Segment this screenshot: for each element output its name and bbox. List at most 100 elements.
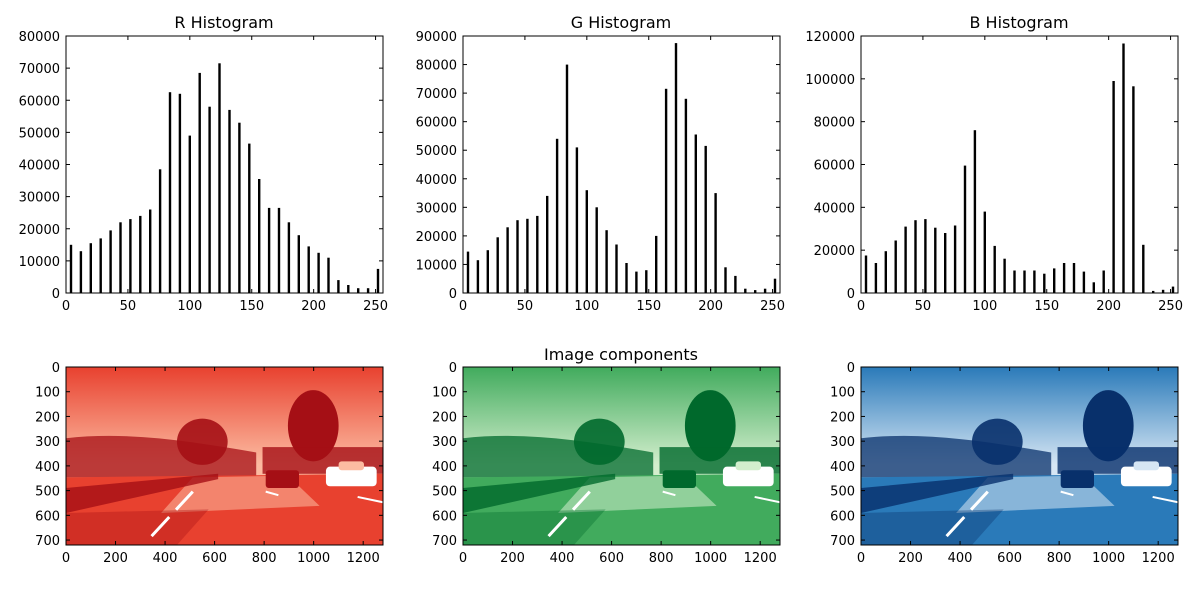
r-img-y-tick-label: 300 bbox=[35, 435, 60, 450]
b-hist-bar bbox=[1043, 273, 1046, 293]
g-hist-bar bbox=[714, 193, 717, 293]
r-img-shadow bbox=[66, 509, 209, 545]
g-histogram-title: G Histogram bbox=[571, 13, 671, 32]
g-hist-bar bbox=[773, 278, 777, 293]
b-hist-x-tick-label: 50 bbox=[915, 299, 932, 314]
b-hist-bar bbox=[1013, 270, 1016, 293]
r-hist-y-tick-label: 0 bbox=[52, 287, 60, 302]
g-hist-bar bbox=[595, 207, 598, 293]
g-img-lane-right-2 bbox=[754, 495, 780, 504]
b-hist-y-tick-label: 120000 bbox=[805, 30, 855, 45]
r-hist-y-tick-label: 40000 bbox=[19, 159, 60, 174]
b-hist-bar bbox=[983, 211, 986, 293]
r-image-panel: 0 200 400 600 800 1000 1200 0 100 200 300 400 500 600… bbox=[35, 361, 384, 566]
r-hist-bar bbox=[258, 179, 261, 293]
g-img-car-dark bbox=[662, 470, 696, 489]
g-image-panel: Image components 0 200 400 600 800 1000 1200 0 1… bbox=[432, 345, 781, 566]
r-img-lane-left bbox=[150, 490, 194, 538]
b-hist-bar bbox=[1062, 263, 1066, 293]
b-img-car-white bbox=[1120, 466, 1172, 487]
g-hist-x-tick-label: 100 bbox=[574, 299, 599, 314]
r-hist-bar bbox=[317, 252, 320, 293]
g-hist-bar bbox=[684, 98, 688, 293]
r-img-tree-left bbox=[176, 418, 228, 465]
b-img-lane-left bbox=[945, 490, 989, 538]
g-img-x-tick-label: 1000 bbox=[694, 551, 727, 566]
r-hist-bar bbox=[267, 207, 271, 293]
r-img-lane-right-2 bbox=[357, 495, 383, 504]
g-hist-x-tick-label: 150 bbox=[636, 299, 661, 314]
b-hist-bar bbox=[1102, 270, 1105, 293]
r-hist-bar bbox=[99, 238, 102, 293]
r-hist-bar bbox=[357, 288, 360, 293]
g-hist-bar bbox=[575, 147, 579, 293]
g-hist-bar bbox=[704, 145, 707, 293]
g-hist-bar bbox=[466, 251, 470, 293]
image-components-title: Image components bbox=[544, 345, 698, 364]
g-img-y-tick-label: 300 bbox=[432, 435, 457, 450]
r-hist-bar bbox=[119, 222, 122, 293]
b-hist-bar bbox=[924, 219, 927, 293]
r-hist-x-tick-label: 100 bbox=[177, 299, 202, 314]
b-hist-bar bbox=[993, 245, 996, 293]
b-hist-bar bbox=[1072, 263, 1076, 293]
g-hist-bar bbox=[496, 237, 499, 293]
g-hist-bar bbox=[754, 290, 757, 293]
r-img-y-tick-label: 400 bbox=[35, 460, 60, 475]
b-hist-bar bbox=[1171, 286, 1175, 293]
r-hist-bar bbox=[347, 285, 350, 293]
r-hist-bar bbox=[129, 219, 132, 293]
r-img-x-tick-label: 0 bbox=[62, 551, 70, 566]
b-img-x-tick-label: 400 bbox=[948, 551, 973, 566]
r-histogram-title: R Histogram bbox=[174, 13, 273, 32]
g-img-x-tick-label: 0 bbox=[459, 551, 467, 566]
r-img-y-tick-label: 500 bbox=[35, 485, 60, 500]
g-hist-bar bbox=[615, 244, 618, 293]
b-hist-bar bbox=[1152, 290, 1155, 293]
g-hist-y-tick-label: 0 bbox=[449, 287, 457, 302]
b-hist-bar bbox=[1112, 81, 1115, 293]
g-img-x-tick-label: 800 bbox=[649, 551, 674, 566]
b-hist-bar bbox=[874, 263, 878, 293]
b-img-y-tick-label: 500 bbox=[830, 485, 855, 500]
b-histogram-panel: B Histogram 0 50 100 150 200 250 0 20000 40000 60… bbox=[805, 13, 1183, 314]
r-hist-bar bbox=[198, 72, 201, 294]
g-img-tree-left bbox=[573, 418, 625, 465]
g-hist-bar bbox=[744, 288, 747, 293]
b-hist-y-tick-label: 40000 bbox=[814, 201, 855, 216]
r-hist-y-tick-label: 70000 bbox=[19, 62, 60, 77]
r-hist-y-tick-label: 80000 bbox=[19, 30, 60, 45]
g-hist-bar bbox=[694, 134, 697, 293]
r-img-y-tick-label: 0 bbox=[52, 361, 60, 376]
b-img-x-tick-label: 1200 bbox=[1142, 551, 1175, 566]
g-hist-bar bbox=[526, 218, 529, 293]
g-img-car-white bbox=[722, 466, 774, 487]
g-hist-bar bbox=[734, 275, 737, 293]
g-hist-bar bbox=[555, 138, 559, 293]
r-hist-x-tick-label: 50 bbox=[120, 299, 137, 314]
g-hist-bar bbox=[763, 288, 767, 293]
g-img-x-tick-label: 1200 bbox=[744, 551, 777, 566]
g-hist-x-tick-label: 200 bbox=[698, 299, 723, 314]
r-hist-bar bbox=[307, 246, 310, 293]
g-img-image bbox=[463, 367, 780, 545]
g-hist-bar bbox=[536, 215, 539, 293]
g-hist-y-tick-label: 90000 bbox=[416, 30, 457, 45]
r-img-barrier bbox=[66, 473, 219, 513]
b-hist-axes-frame bbox=[860, 35, 1179, 294]
r-img-x-tick-label: 600 bbox=[202, 551, 227, 566]
r-hist-bar bbox=[238, 122, 241, 293]
g-img-y-tick-label: 100 bbox=[432, 386, 457, 401]
b-hist-x-tick-label: 0 bbox=[857, 299, 865, 314]
b-hist-x-tick-label: 250 bbox=[1158, 299, 1183, 314]
r-img-tree-right bbox=[287, 390, 339, 462]
r-hist-y-tick-label: 50000 bbox=[19, 126, 60, 141]
b-hist-bar bbox=[963, 165, 967, 293]
r-img-axes-frame bbox=[65, 366, 384, 546]
g-hist-bar bbox=[625, 263, 628, 293]
g-img-x-tick-label: 400 bbox=[550, 551, 575, 566]
b-img-y-tick-label: 600 bbox=[830, 509, 855, 524]
r-img-x-tick-label: 800 bbox=[252, 551, 277, 566]
r-img-image bbox=[66, 367, 383, 545]
